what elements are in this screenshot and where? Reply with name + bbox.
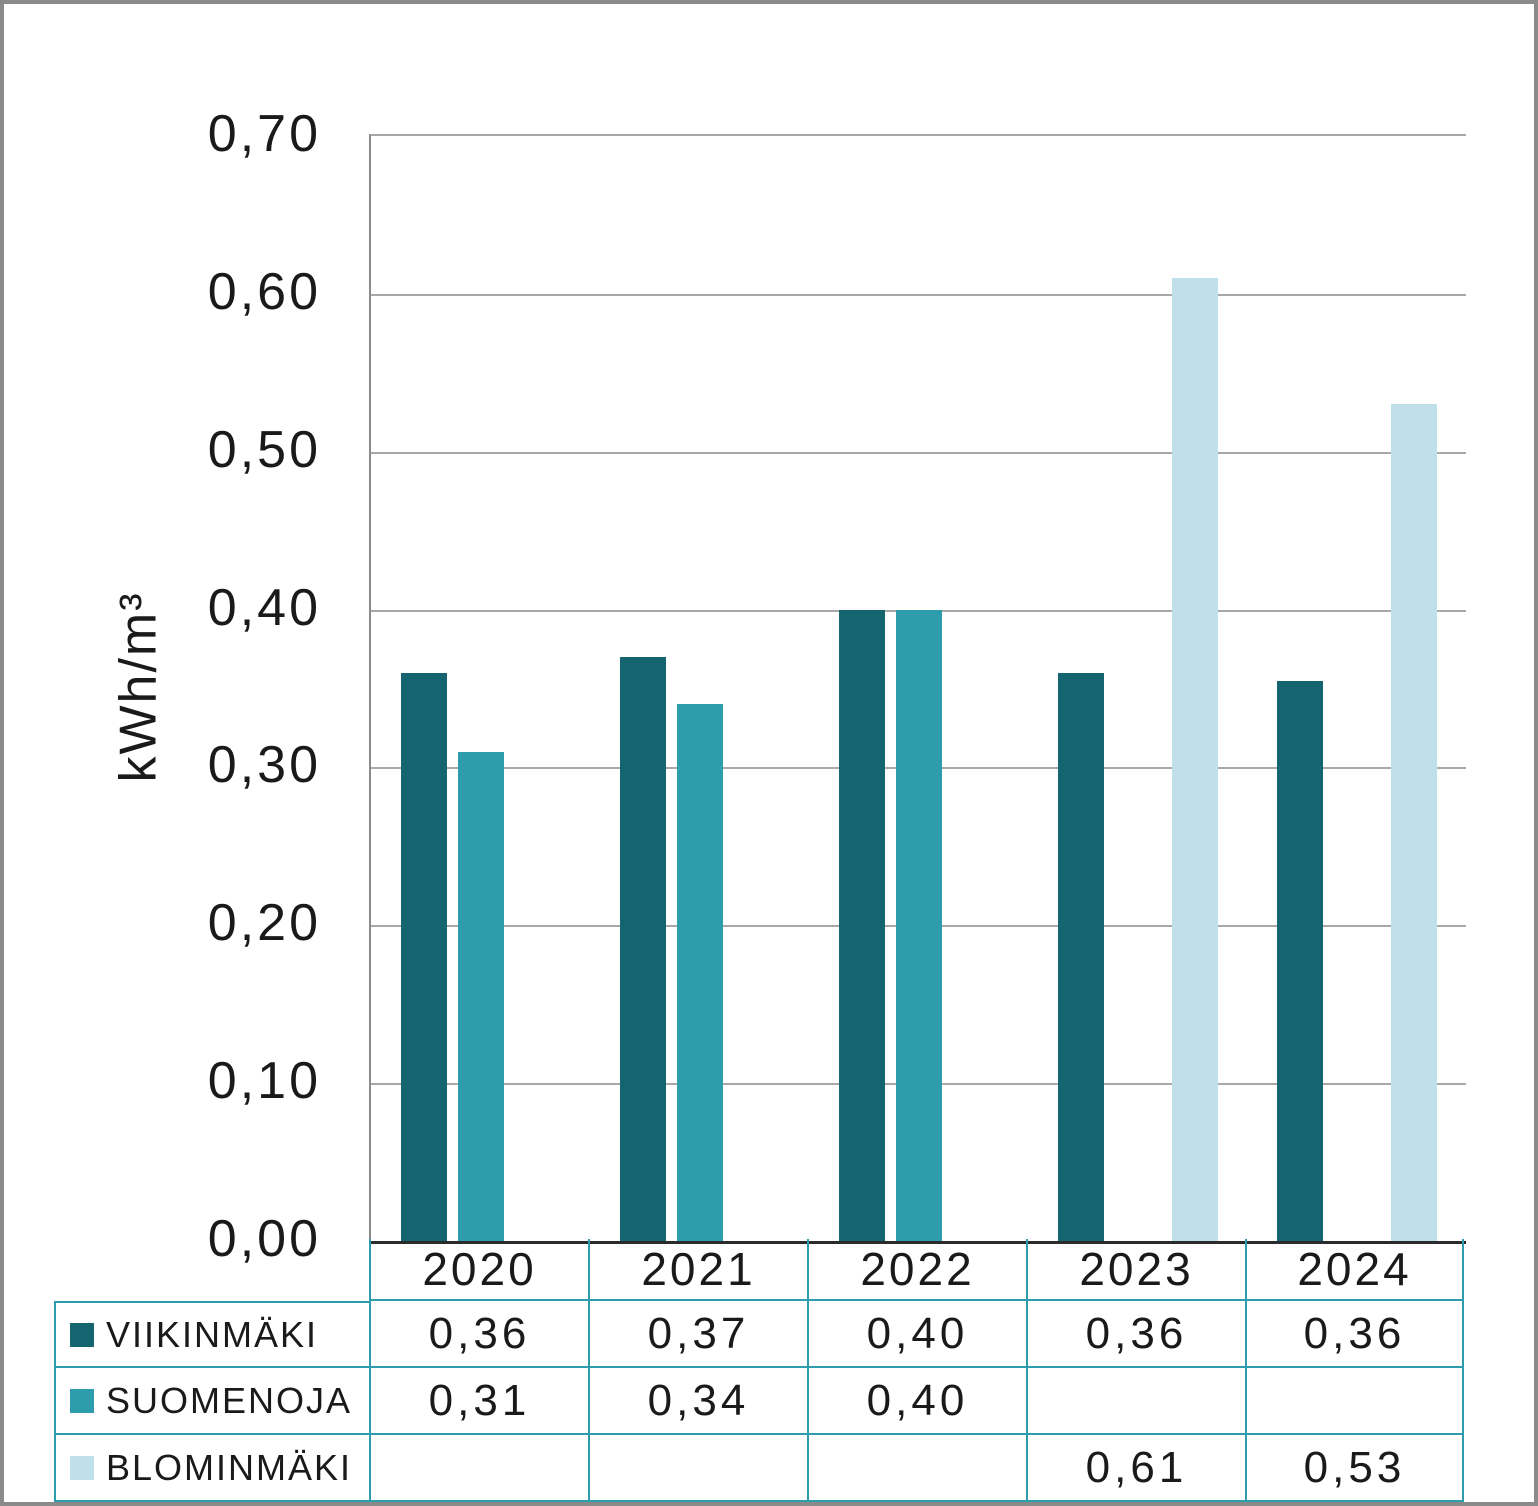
bar-suomenoja-2021 xyxy=(677,704,723,1241)
y-axis-ticks: 0,00 0,10 0,20 0,30 0,40 0,50 0,60 0,70 xyxy=(4,105,349,1268)
year-header-2021: 2021 xyxy=(588,1239,807,1301)
bar-viikinmaki-2020 xyxy=(401,672,447,1241)
table-corner-cell xyxy=(54,1239,369,1301)
legend-swatch-viikinmaki xyxy=(70,1322,94,1347)
year-header-2023: 2023 xyxy=(1026,1239,1245,1301)
value-blominmaki-2023: 0,61 xyxy=(1026,1435,1245,1502)
value-suomenoja-2023 xyxy=(1026,1368,1245,1435)
value-viikinmaki-2021: 0,37 xyxy=(588,1301,807,1368)
bar-suomenoja-2020 xyxy=(458,751,504,1241)
value-suomenoja-2021: 0,34 xyxy=(588,1368,807,1435)
bar-viikinmaki-2022 xyxy=(839,609,885,1241)
value-blominmaki-2021 xyxy=(588,1435,807,1502)
value-viikinmaki-2020: 0,36 xyxy=(369,1301,588,1368)
value-suomenoja-2020: 0,31 xyxy=(369,1368,588,1435)
y-tick-label: 0,00 xyxy=(207,1210,321,1268)
legend-label-viikinmaki: VIIKINMÄKI xyxy=(106,1313,319,1355)
value-suomenoja-2024 xyxy=(1245,1368,1464,1435)
value-suomenoja-2022: 0,40 xyxy=(807,1368,1026,1435)
y-tick-label: 0,40 xyxy=(207,578,321,637)
value-blominmaki-2020 xyxy=(369,1435,588,1502)
value-viikinmaki-2024: 0,36 xyxy=(1245,1301,1464,1368)
bar-viikinmaki-2024 xyxy=(1277,680,1323,1241)
plot-area xyxy=(369,134,1466,1244)
bar-viikinmaki-2021 xyxy=(620,656,666,1241)
value-blominmaki-2024: 0,53 xyxy=(1245,1435,1464,1502)
data-table: 2020 2021 2022 2023 2024 VIIKINMÄKI 0,36 0,37 0,… xyxy=(54,1239,1464,1502)
legend-blominmaki: BLOMINMÄKI xyxy=(54,1435,369,1502)
gridline xyxy=(371,293,1466,296)
value-viikinmaki-2022: 0,40 xyxy=(807,1301,1026,1368)
bar-blominmaki-2023 xyxy=(1172,278,1218,1241)
value-viikinmaki-2023: 0,36 xyxy=(1026,1301,1245,1368)
year-header-2022: 2022 xyxy=(807,1239,1026,1301)
legend-swatch-blominmaki xyxy=(70,1455,94,1480)
y-tick-label: 0,50 xyxy=(207,420,321,479)
gridline xyxy=(371,451,1466,454)
legend-swatch-suomenoja xyxy=(70,1388,94,1413)
legend-viikinmaki: VIIKINMÄKI xyxy=(54,1301,369,1368)
y-tick-label: 0,20 xyxy=(207,894,321,953)
year-header-2024: 2024 xyxy=(1245,1239,1464,1301)
bar-suomenoja-2022 xyxy=(896,609,942,1241)
bar-viikinmaki-2023 xyxy=(1058,672,1104,1241)
y-tick-label: 0,60 xyxy=(207,262,321,321)
bar-blominmaki-2024 xyxy=(1391,404,1437,1241)
legend-label-suomenoja: SUOMENOJA xyxy=(106,1379,353,1421)
value-blominmaki-2022 xyxy=(807,1435,1026,1502)
y-tick-label: 0,70 xyxy=(207,105,321,163)
y-tick-label: 0,30 xyxy=(207,736,321,795)
y-tick-label: 0,10 xyxy=(207,1052,321,1111)
legend-suomenoja: SUOMENOJA xyxy=(54,1368,369,1435)
year-header-2020: 2020 xyxy=(369,1239,588,1301)
legend-label-blominmaki: BLOMINMÄKI xyxy=(106,1446,353,1488)
